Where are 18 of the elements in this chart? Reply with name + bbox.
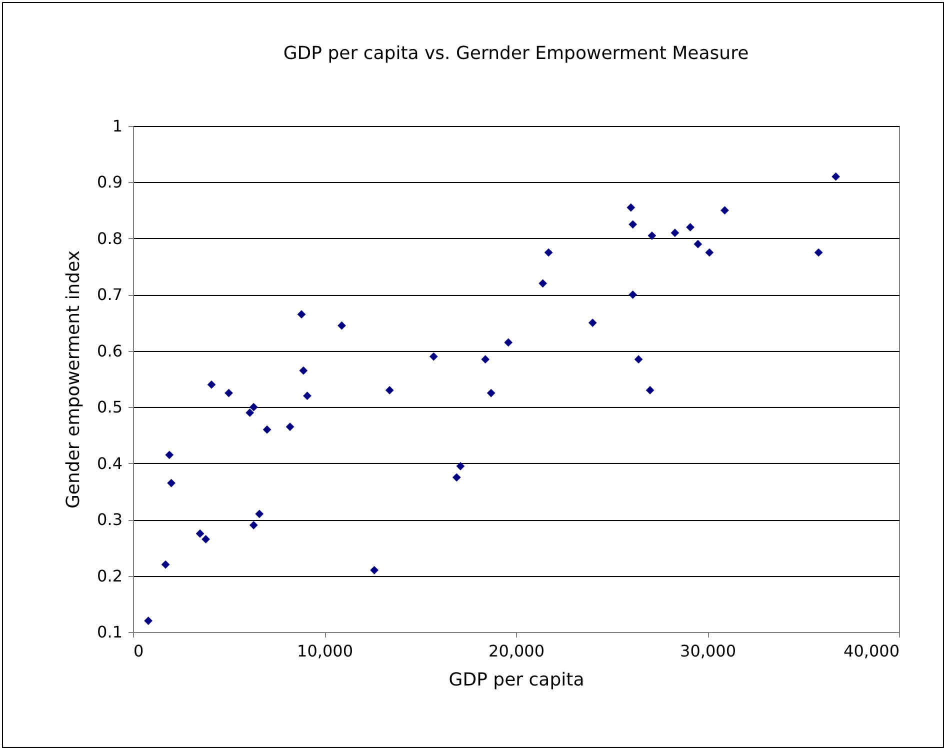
y-tick-label: 0.8 [97,228,122,248]
x-tick-label: 0 [134,642,144,660]
y-tick-label: 0.1 [97,622,122,642]
x-tick-label: 20,000 [488,642,544,660]
y-tick-label: 1 [112,116,122,136]
y-tick-label: 0.3 [97,510,122,530]
y-tick-label: 0.7 [97,285,122,304]
x-tick-label: 40,000 [844,642,900,660]
x-tick-label: 30,000 [680,642,736,660]
y-tick-label: 0.6 [97,341,122,360]
y-tick-label: 0.5 [97,398,122,417]
x-axis-title: GDP per capita [448,670,584,690]
y-tick-label: 0.4 [97,454,122,473]
x-tick-label: 10,000 [297,642,353,660]
chart-title: GDP per capita vs. Gernder Empowerment Measure [283,43,749,64]
y-tick-label: 0.2 [97,566,122,586]
y-axis-title: Gender empowerment index [63,250,84,509]
y-tick-label: 0.9 [97,172,122,192]
